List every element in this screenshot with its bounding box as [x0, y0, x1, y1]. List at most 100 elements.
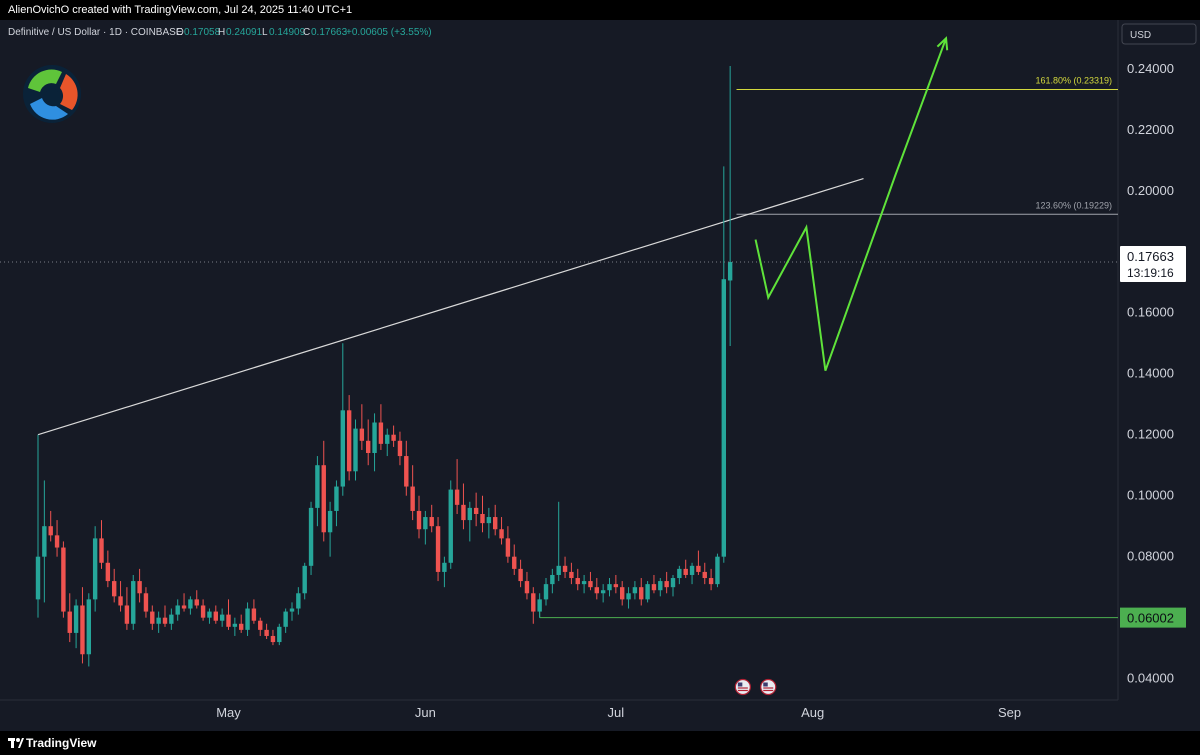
candle-body [416, 510, 422, 530]
support-value: 0.06002 [1127, 611, 1174, 626]
x-tick-label: Jun [415, 705, 436, 720]
candle-body [124, 605, 130, 624]
chart-area[interactable]: 161.80% (0.23319) 123.60% (0.19229) 0.240… [0, 20, 1200, 731]
candle [397, 431, 403, 466]
candle-body [61, 547, 66, 612]
last-price-badge-bg [1120, 246, 1186, 283]
candle [207, 608, 212, 624]
y-tick-label: 0.20000 [1127, 183, 1174, 198]
candle-body [162, 617, 168, 624]
candle [80, 587, 85, 664]
candle [651, 574, 657, 594]
candle-body [683, 568, 688, 575]
candle [296, 587, 301, 615]
candle [448, 480, 453, 569]
candle-body [35, 556, 41, 600]
tradingview-logo-icon [8, 738, 24, 748]
chart-svg[interactable]: 161.80% (0.23319) 123.60% (0.19229) 0.240… [0, 20, 1200, 731]
candle [270, 629, 276, 646]
candle [194, 590, 199, 609]
candle [92, 526, 98, 612]
candle [346, 395, 352, 481]
candle [213, 605, 218, 624]
candle-body [512, 556, 517, 569]
candle [258, 617, 263, 636]
candle [327, 501, 333, 557]
currency-label: USD [1130, 30, 1151, 41]
candle [359, 404, 365, 450]
candle-body [435, 526, 441, 572]
us-flag-event-icon [734, 678, 751, 696]
candle [454, 459, 460, 514]
candle-body [677, 568, 682, 579]
candle [308, 501, 314, 575]
candle-body [308, 507, 314, 566]
last-price-badge: 0.17663 13:19:16 [1120, 246, 1186, 283]
candle [473, 492, 479, 527]
candle-body [575, 578, 580, 585]
candle [480, 495, 485, 533]
candle [575, 568, 580, 591]
candle-body [651, 584, 657, 591]
ohlc-change: +0.00605 (+3.55%) [346, 27, 432, 38]
candle-body [334, 486, 339, 511]
candle [600, 584, 606, 603]
candle-body [327, 510, 333, 533]
y-tick-label: 0.12000 [1127, 427, 1174, 442]
candle-body [112, 581, 117, 597]
candle [61, 541, 66, 618]
candle [391, 425, 396, 447]
candle-body [131, 581, 136, 624]
candle [54, 520, 60, 557]
fib-level-label: 123.60% (0.19229) [1035, 200, 1112, 210]
candle-body [473, 507, 479, 514]
candle [626, 587, 631, 609]
currency-button[interactable]: USD [1121, 23, 1197, 45]
candle [620, 581, 625, 606]
support-badge-bg [1120, 607, 1186, 628]
y-tick-label: 0.04000 [1127, 671, 1174, 686]
countdown-value: 13:19:16 [1127, 266, 1174, 280]
candle-body [105, 562, 111, 582]
candle-body [600, 590, 606, 594]
projection-path [754, 37, 947, 372]
y-tick-label: 0.08000 [1127, 549, 1174, 564]
x-tick-label: May [216, 705, 241, 720]
candle [226, 599, 231, 630]
candle-body [664, 581, 669, 588]
candle-body [340, 410, 345, 487]
candle [632, 581, 638, 600]
candle-body [181, 605, 187, 609]
candle [524, 571, 530, 600]
candle-body [620, 587, 625, 600]
candle-body [480, 513, 485, 524]
candle-body [531, 593, 536, 612]
candle-body [715, 556, 720, 585]
candle-body [86, 599, 91, 655]
candle-body [448, 489, 453, 563]
event-icon-canton [737, 682, 743, 687]
us-flag-event-icon [760, 678, 777, 696]
candle-body [696, 565, 701, 572]
candle-body [391, 434, 396, 441]
candle [499, 517, 504, 545]
candle [315, 456, 320, 527]
candle-body [594, 587, 599, 594]
candle-body [175, 605, 180, 615]
candle-body [207, 611, 212, 618]
candle [181, 593, 187, 612]
candle [35, 434, 41, 618]
candle-body [550, 574, 555, 585]
candle [670, 574, 676, 597]
candle [664, 571, 669, 594]
candle-body [315, 465, 320, 508]
candle [677, 565, 682, 585]
candle [416, 495, 422, 539]
candle-body [200, 605, 206, 618]
x-tick-label: Aug [801, 705, 824, 720]
candle-body [353, 428, 358, 472]
candle [277, 623, 282, 646]
candle-body [48, 526, 53, 536]
candle-body [232, 623, 238, 627]
candle [302, 562, 307, 600]
